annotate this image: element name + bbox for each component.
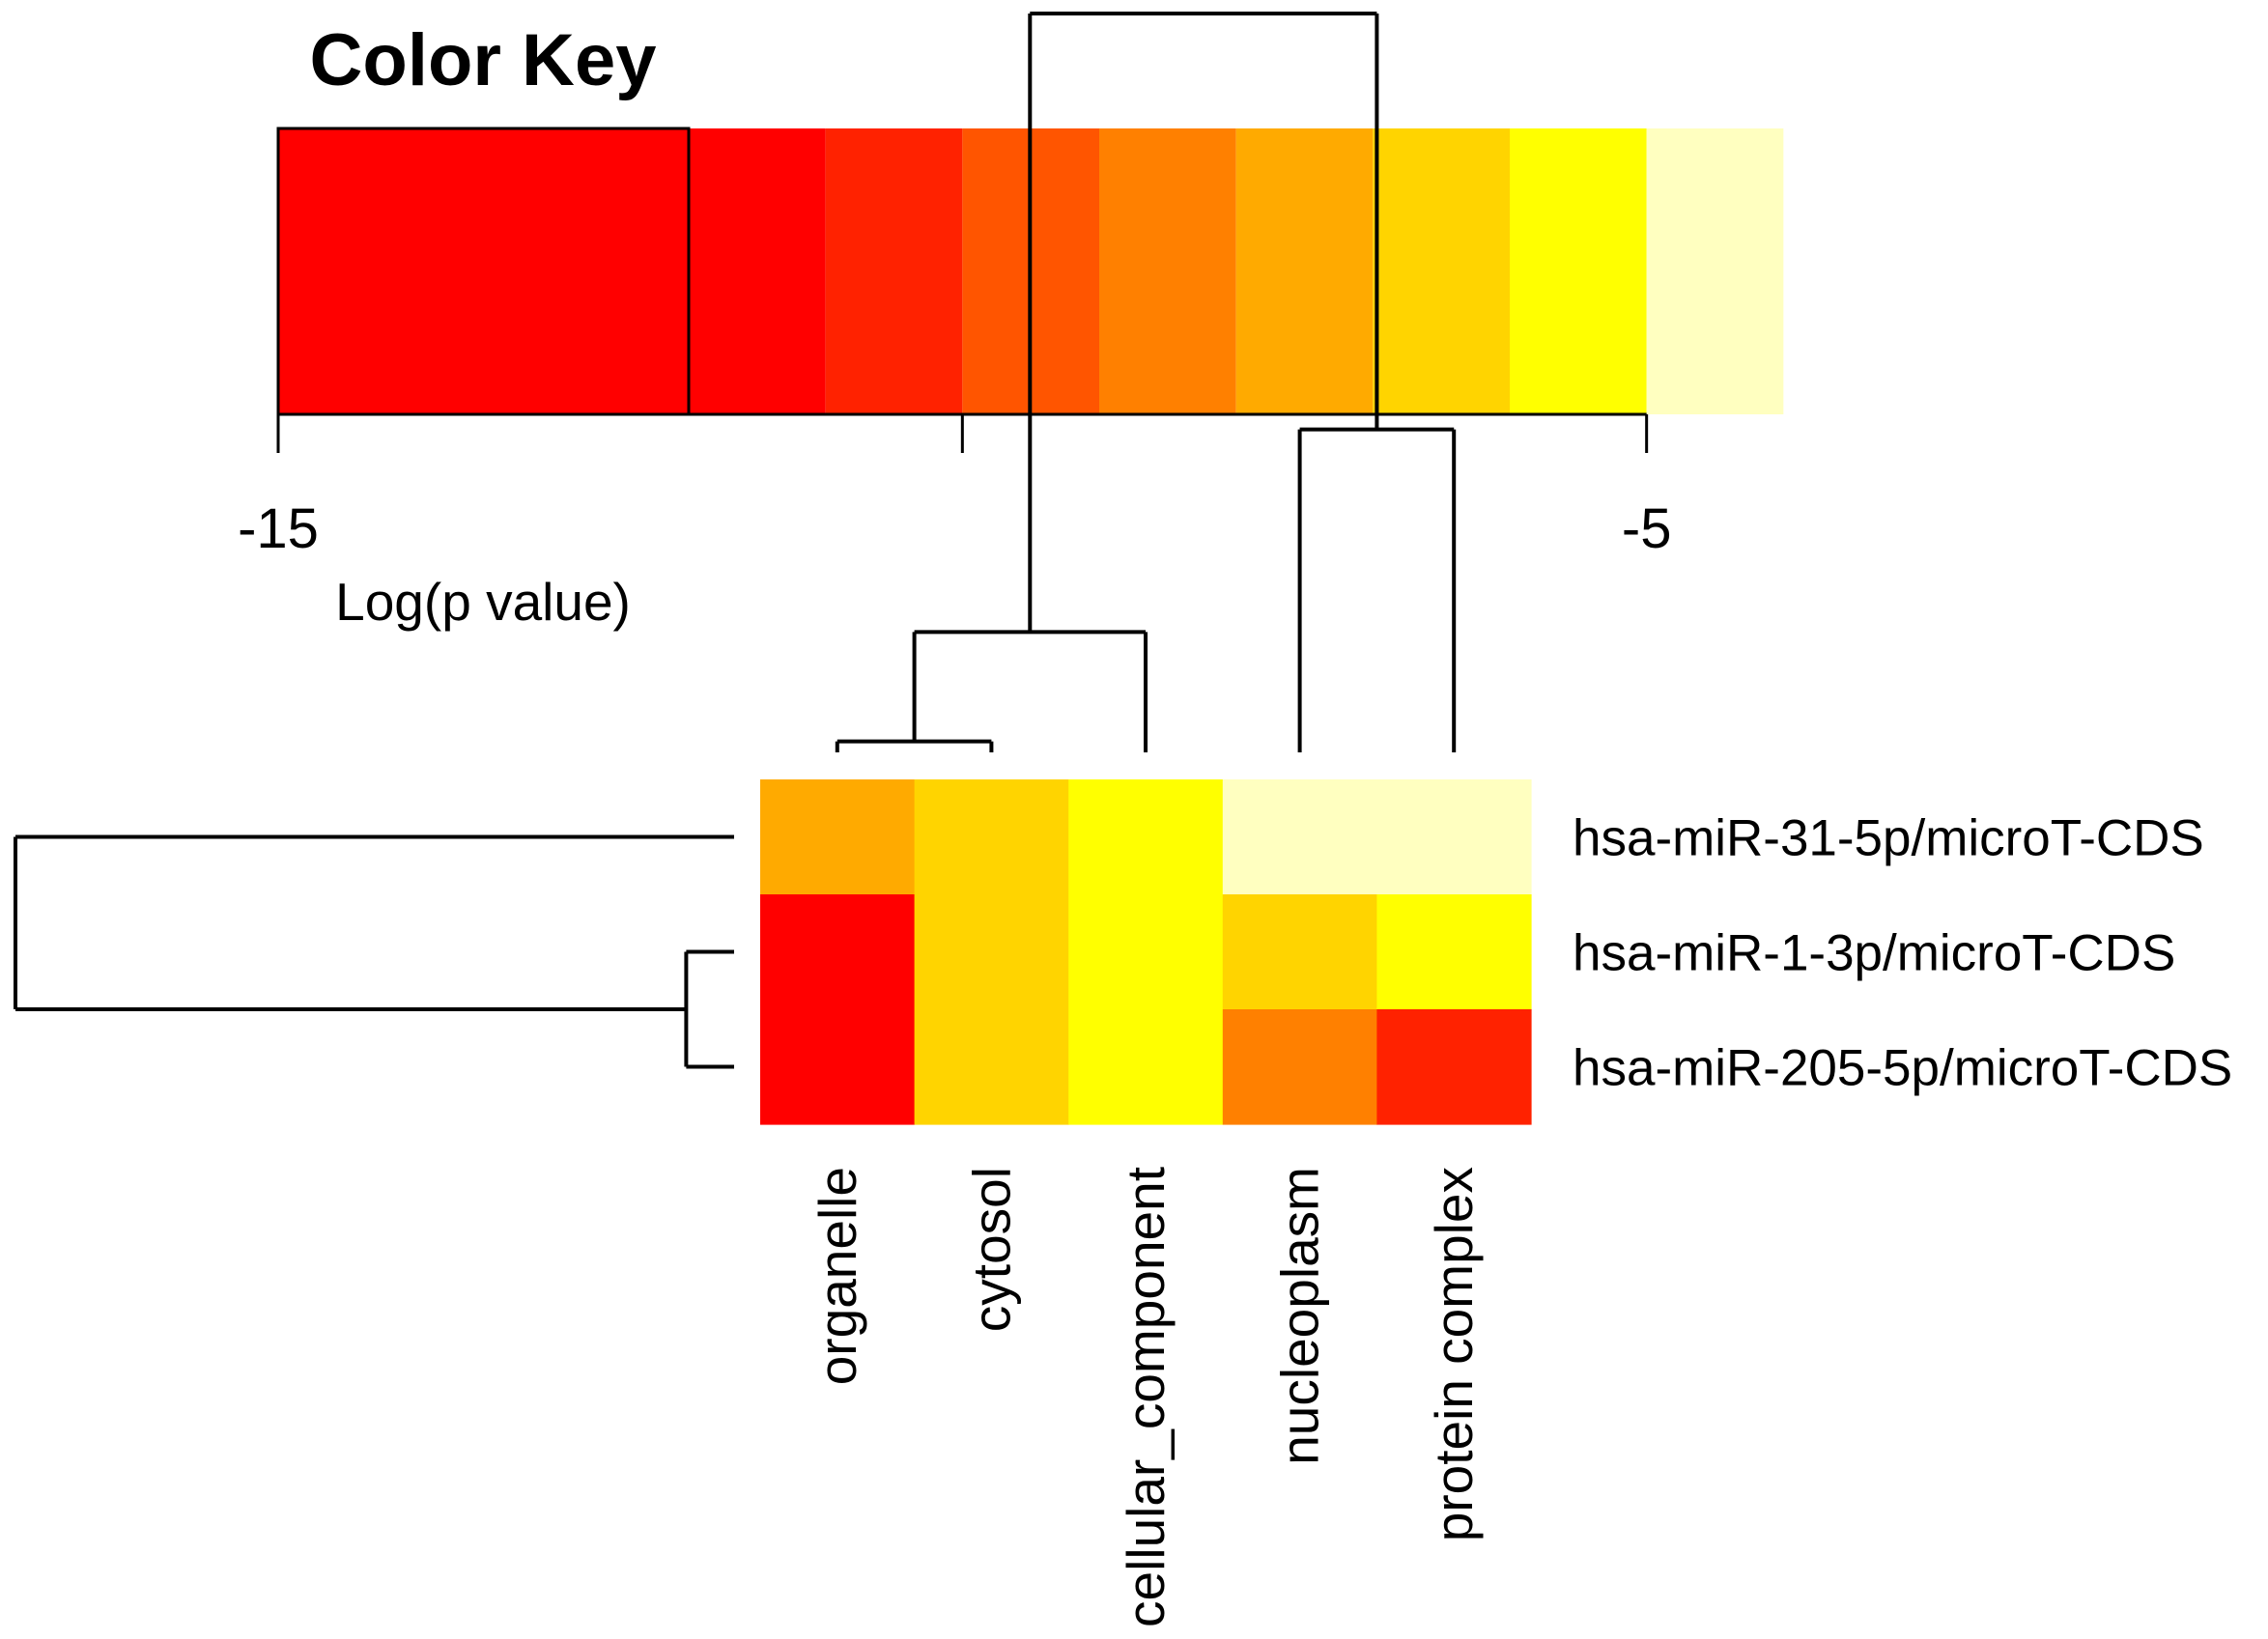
row-dendrogram	[14, 834, 734, 1069]
color-key-bin	[1373, 128, 1510, 414]
heatmap-cell	[1376, 1009, 1532, 1125]
color-key-bin	[1510, 128, 1647, 414]
color-key-axis-label: Log(p value)	[335, 572, 631, 632]
heatmap-cell	[1222, 894, 1377, 1010]
column-label: cellular_component	[1116, 1167, 1176, 1627]
heatmap-cell	[760, 894, 916, 1010]
heatmap-cell	[914, 894, 1069, 1010]
color-key-bin	[1646, 128, 1784, 414]
color-key-bins	[278, 128, 1784, 414]
color-key-bin	[1099, 128, 1236, 414]
row-labels: hsa-miR-31-5p/microT-CDS hsa-miR-1-3p/mic…	[1573, 810, 2232, 1097]
heatmap-cell	[1376, 779, 1532, 895]
heatmap-cell	[1068, 894, 1224, 1010]
column-label: organelle	[808, 1167, 867, 1385]
heatmap-cell	[1222, 779, 1377, 895]
row-label: hsa-miR-31-5p/microT-CDS	[1573, 810, 2204, 867]
color-key-bin	[825, 128, 963, 414]
heatmap-cell	[760, 779, 916, 895]
color-key-bin	[1235, 128, 1374, 414]
color-key: Color Key -15 -5 Log(p value)	[238, 19, 1784, 632]
column-label: nucleoplasm	[1270, 1167, 1330, 1465]
column-label: cytosol	[961, 1167, 1021, 1332]
heatmap-cell	[1068, 1009, 1224, 1125]
heatmap-cell	[914, 779, 1069, 895]
heatmap-cell	[1222, 1009, 1377, 1125]
row-label: hsa-miR-1-3p/microT-CDS	[1573, 925, 2175, 982]
row-label: hsa-miR-205-5p/microT-CDS	[1573, 1040, 2232, 1097]
color-key-title: Color Key	[310, 19, 657, 101]
heatmap-cell	[760, 1009, 916, 1125]
heatmap-cell	[1376, 894, 1532, 1010]
column-label: protein complex	[1424, 1167, 1484, 1541]
color-key-tick-label: -5	[1622, 497, 1672, 560]
heatmap-cell	[1068, 779, 1224, 895]
color-key-tick-label: -15	[238, 497, 319, 560]
heatmap-cell	[914, 1009, 1069, 1125]
color-key-bin	[278, 128, 826, 414]
column-labels: organelle cytosol cellular_component nucleo…	[808, 1167, 1484, 1627]
column-dendrogram	[835, 12, 1457, 752]
color-key-axis: -15 -5	[238, 412, 1672, 560]
heatmap-cells	[760, 779, 1532, 1125]
